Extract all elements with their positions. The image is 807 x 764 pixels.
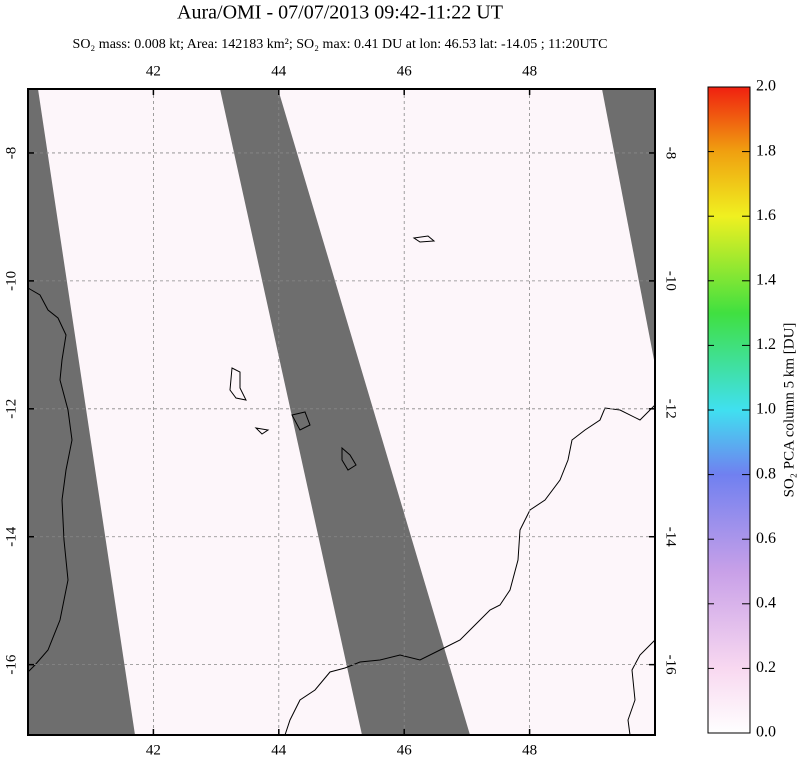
colorbar-tick-label: 1.8 xyxy=(756,142,776,159)
colorbar-tick-label: 0.8 xyxy=(756,465,776,482)
island xyxy=(412,235,436,243)
y-tick-label: -16 xyxy=(3,654,19,674)
y-tick-label: -16 xyxy=(663,655,679,675)
x-tick-label: 48 xyxy=(522,742,537,758)
colorbar-tick-label: 0.6 xyxy=(756,530,776,547)
x-tick-label: 42 xyxy=(146,742,161,758)
map-frame xyxy=(27,88,656,736)
y-tick-label: -8 xyxy=(663,147,679,160)
x-tick-label: 42 xyxy=(146,63,161,79)
y-tick-label: -12 xyxy=(3,399,19,419)
x-tick-label: 46 xyxy=(397,742,413,758)
no-data-swath xyxy=(220,89,470,735)
no-data-swath xyxy=(602,89,655,365)
map-area xyxy=(27,89,656,736)
y-tick-label: -10 xyxy=(3,271,19,291)
colorbar-tick-label: 2.0 xyxy=(756,78,776,95)
title: Aura/OMI - 07/07/2013 09:42-11:22 UT xyxy=(177,2,503,24)
x-tick-label: 48 xyxy=(522,63,537,79)
island xyxy=(341,446,357,471)
colorbar-tick-label: 0.4 xyxy=(756,594,776,611)
colorbar-tick-label: 1.6 xyxy=(756,207,776,224)
axes: 42 42 44 44 46 46 48 48 -8 -8 -10 -10 -12 -12 -14 -14 -1… xyxy=(3,63,678,758)
no-data-swath xyxy=(28,89,135,735)
coastline xyxy=(284,404,656,736)
coastline xyxy=(627,639,656,736)
colorbar-tick-label: 1.0 xyxy=(756,401,776,418)
y-tick-label: -12 xyxy=(663,399,679,419)
x-tick-label: 46 xyxy=(397,63,413,79)
colorbar-tick-label: 1.4 xyxy=(756,271,776,288)
colorbar-label: SO₂ PCA column 5 km [DU] xyxy=(781,323,797,498)
y-tick-label: -14 xyxy=(663,527,679,547)
island xyxy=(229,367,247,401)
colorbar-tick-label: 1.2 xyxy=(756,336,776,353)
y-tick-label: -14 xyxy=(3,526,19,546)
x-tick-label: 44 xyxy=(271,742,287,758)
island xyxy=(291,411,311,431)
coastline xyxy=(27,287,73,673)
y-tick-label: -8 xyxy=(3,147,19,160)
colorbar-tick-label: 0.0 xyxy=(756,724,776,741)
island xyxy=(254,427,270,435)
subtitle: SO₂ mass: 0.008 kt; Area: 142183 km²; SO… xyxy=(73,37,608,52)
colorbar-tick-label: 0.2 xyxy=(756,659,776,676)
x-tick-label: 44 xyxy=(271,63,287,79)
y-tick-label: -10 xyxy=(663,271,679,291)
